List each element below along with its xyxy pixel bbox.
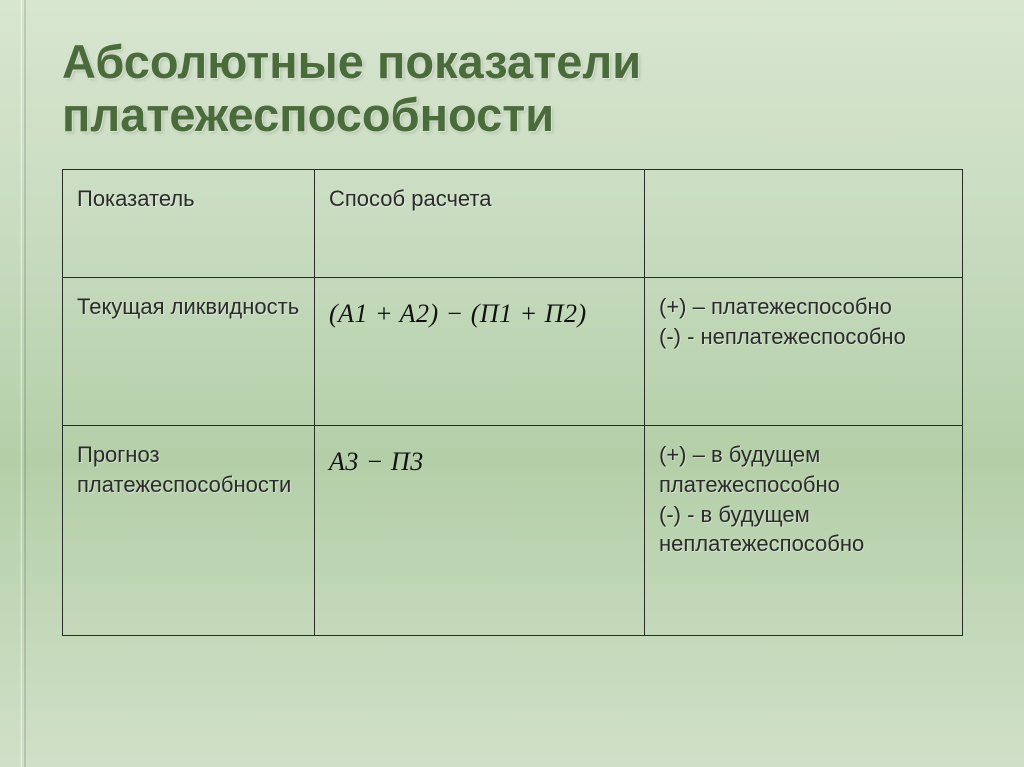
slide-title: Абсолютные показатели платежеспособности: [62, 36, 976, 141]
left-rule-highlight: [20, 0, 22, 767]
left-rule-shadow: [24, 0, 26, 767]
indicators-table: Показатель Способ расчета Текущая ликвид…: [62, 169, 963, 636]
interp-positive: (+) – платежеспособно: [659, 292, 950, 322]
cell-interpretation: (+) – в будущем платежеспособно (-) - в …: [645, 426, 963, 636]
interp-positive: (+) – в будущем платежеспособно: [659, 440, 950, 499]
col-header-interpretation: [645, 170, 963, 278]
table-row: Текущая ликвидность (A1 + A2) − (П1 + П2…: [63, 278, 963, 426]
table-header-row: Показатель Способ расчета: [63, 170, 963, 278]
interp-negative: (-) - неплатежеспособно: [659, 322, 950, 352]
col-header-method: Способ расчета: [315, 170, 645, 278]
table-row: Прогноз платежеспособности A3 − П3 (+) –…: [63, 426, 963, 636]
slide: Абсолютные показатели платежеспособности…: [0, 0, 1024, 767]
col-header-indicator: Показатель: [63, 170, 315, 278]
formula-text: A3 − П3: [329, 440, 632, 479]
cell-indicator: Прогноз платежеспособности: [63, 426, 315, 636]
cell-indicator: Текущая ликвидность: [63, 278, 315, 426]
formula-text: (A1 + A2) − (П1 + П2): [329, 292, 632, 331]
cell-formula: (A1 + A2) − (П1 + П2): [315, 278, 645, 426]
interp-negative: (-) - в будущем неплатежеспособно: [659, 500, 950, 559]
cell-formula: A3 − П3: [315, 426, 645, 636]
cell-interpretation: (+) – платежеспособно (-) - неплатежеспо…: [645, 278, 963, 426]
